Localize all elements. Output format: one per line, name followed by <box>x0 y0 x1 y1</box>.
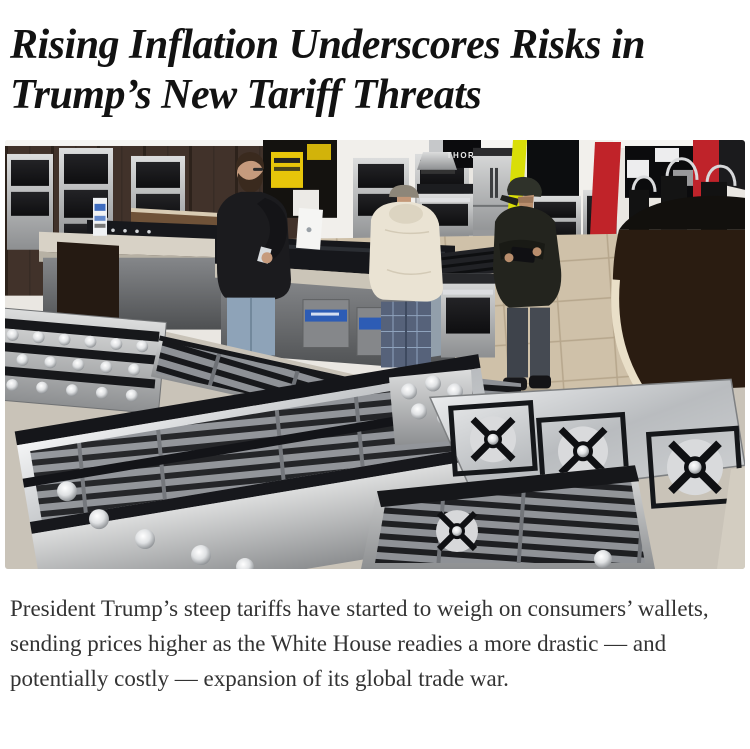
shopper-white-hoodie <box>369 184 443 368</box>
thor-brand-sign: THOR <box>447 151 476 160</box>
article-summary: President Trump’s steep tariffs have sta… <box>10 596 709 691</box>
display-nook-signage <box>263 140 337 218</box>
shopper-black-jacket <box>217 151 291 356</box>
display-island-left <box>39 197 269 330</box>
article-headline: Rising Inflation Underscores Risks in Tr… <box>10 22 646 118</box>
showroom-photo-illustration: THOR <box>5 140 745 569</box>
article-photo: THOR <box>5 140 745 569</box>
foreground-cooktop-counters <box>5 307 745 569</box>
bottom-gas-cooktop <box>361 465 655 569</box>
right-gas-cooktop <box>428 378 745 509</box>
